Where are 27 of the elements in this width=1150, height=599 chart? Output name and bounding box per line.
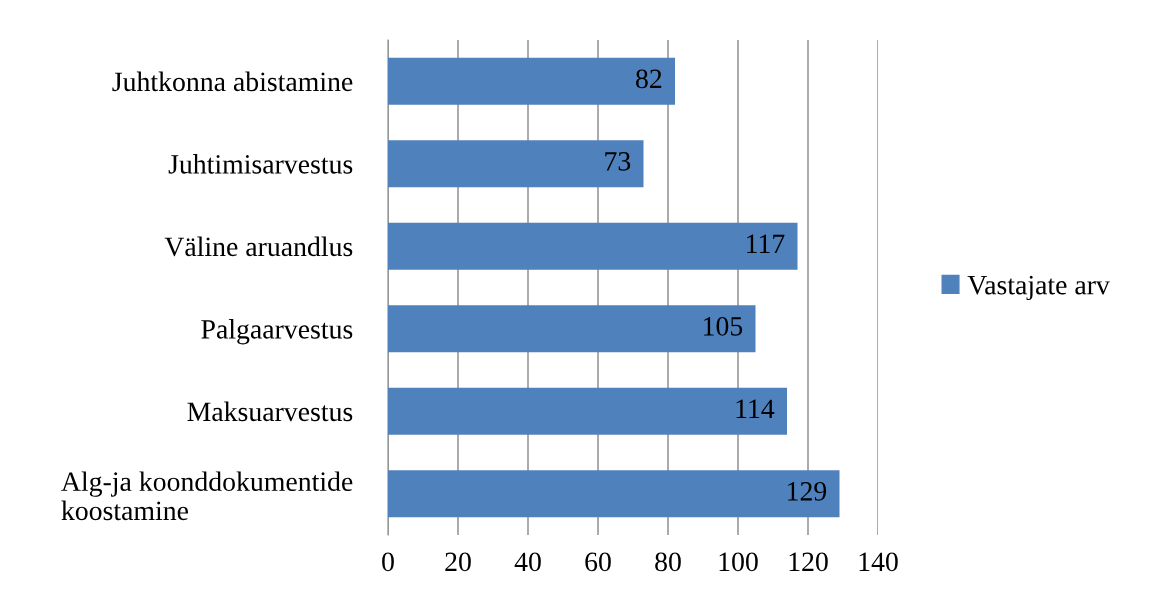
y-tick-label: Alg-ja koonddokumentide koostamine [61, 471, 353, 521]
y-tick-label: Väline aruandlus [164, 236, 353, 257]
bar [388, 470, 840, 518]
y-tick-label: Juhtimisarvestus [168, 154, 353, 174]
legend-label: Vastajate arv [967, 275, 1110, 301]
x-tick-label: 120 [789, 552, 828, 572]
x-tick-label: 140 [859, 552, 898, 572]
bar [388, 57, 675, 105]
data-label: 117 [747, 234, 785, 253]
y-tick-label: Juhtkonna abistamine [112, 71, 353, 92]
data-label: 114 [736, 399, 775, 418]
x-tick-label: 60 [585, 552, 611, 572]
data-label: 82 [636, 69, 662, 89]
x-tick-label: 0 [382, 552, 394, 572]
bar [388, 222, 798, 270]
y-tick-label: Maksuarvestus [187, 401, 353, 422]
x-tick-label: 20 [445, 552, 471, 572]
data-label: 105 [704, 316, 743, 336]
x-tick-label: 100 [719, 552, 758, 572]
data-label: 129 [788, 482, 827, 501]
data-label: 73 [605, 152, 631, 171]
bar [388, 305, 756, 353]
bar [388, 140, 644, 188]
x-tick-label: 40 [514, 552, 541, 572]
x-tick-label: 80 [655, 552, 681, 572]
bar [388, 387, 787, 435]
y-tick-label: Palgaarvestus [201, 319, 353, 345]
